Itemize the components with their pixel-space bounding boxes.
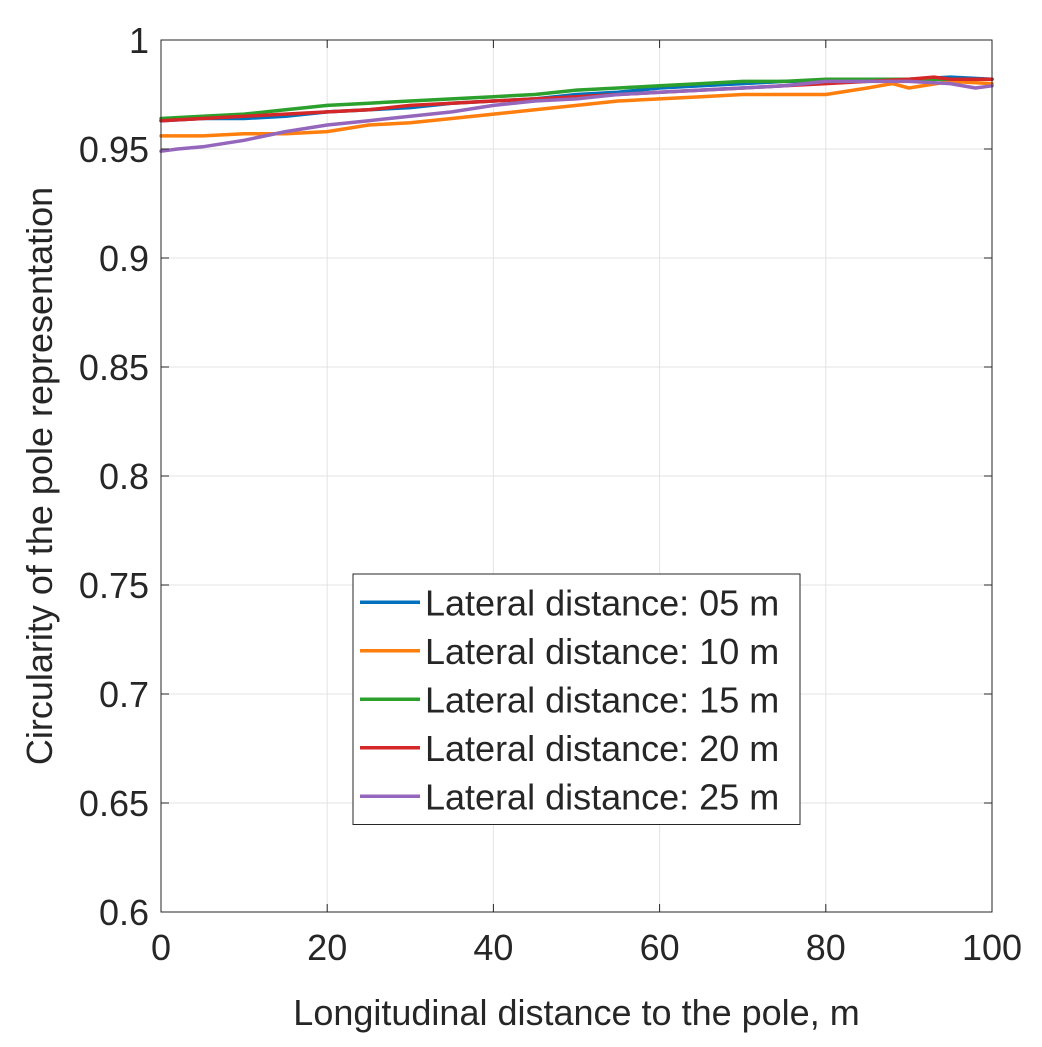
x-tick-label: 0 — [151, 927, 171, 968]
y-tick-label: 0.75 — [79, 565, 149, 606]
series-lines — [159, 75, 994, 153]
legend-entry: Lateral distance: 10 m — [425, 631, 779, 672]
y-tick-label: 0.6 — [99, 892, 149, 933]
x-axis-label: Longitudinal distance to the pole, m — [293, 992, 859, 1033]
y-tick-label: 0.7 — [99, 674, 149, 715]
legend-box — [352, 573, 801, 825]
legend-entry: Lateral distance: 15 m — [425, 679, 779, 720]
y-tick-label: 0.95 — [79, 129, 149, 170]
x-tick-label: 100 — [962, 927, 1022, 968]
y-tick-label: 0.8 — [99, 456, 149, 497]
series-line-3 — [159, 77, 994, 121]
legend-items: Lateral distance: 05 m Lateral distance: … — [360, 582, 779, 817]
x-tick-label: 60 — [640, 927, 680, 968]
series-line-2 — [159, 79, 994, 138]
ticks: 0 20 40 60 80 100 0.6 0.65 0.7 0.75 0.8 0.85 0.9 0.95… — [79, 20, 1022, 968]
legend-entry: Lateral distance: 25 m — [425, 776, 779, 817]
x-tick-label: 40 — [473, 927, 513, 968]
legend: Lateral distance: 05 m Lateral distance: … — [352, 573, 801, 825]
y-tick-label: 0.9 — [99, 238, 149, 279]
y-axis-label: Circularity of the pole representation — [19, 187, 60, 765]
series-line-5 — [159, 79, 994, 153]
y-tick-label: 0.65 — [79, 783, 149, 824]
x-tick-label: 80 — [806, 927, 846, 968]
y-tick-label: 1 — [129, 20, 149, 61]
legend-entry: Lateral distance: 05 m — [425, 582, 779, 623]
y-tick-label: 0.85 — [79, 347, 149, 388]
x-tick-label: 20 — [307, 927, 347, 968]
legend-entry: Lateral distance: 20 m — [425, 728, 779, 769]
